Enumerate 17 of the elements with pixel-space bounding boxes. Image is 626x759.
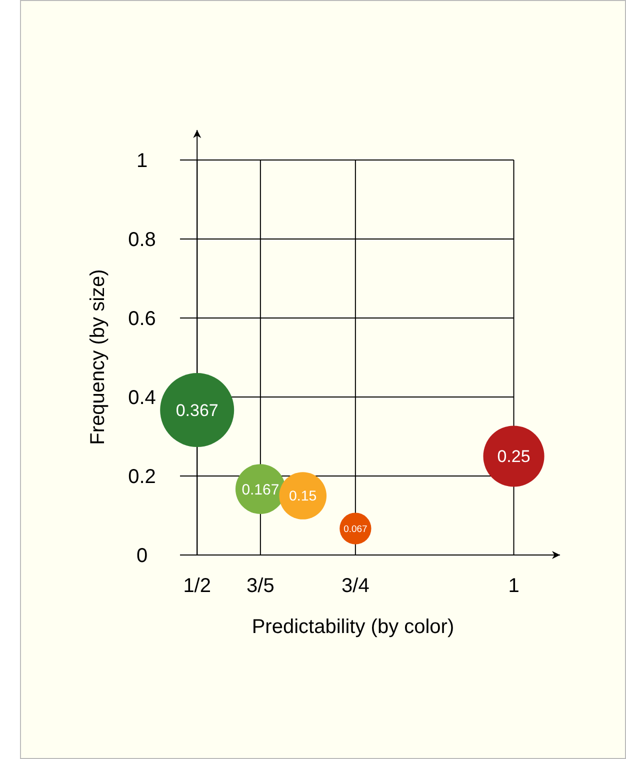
data-label: 0.25	[497, 447, 530, 466]
x-tick-label: 3/5	[246, 575, 274, 597]
y-tick-label: 0.6	[128, 308, 156, 330]
y-tick-label: 0.8	[128, 229, 156, 252]
data-label: 0.367	[176, 400, 218, 420]
y-tick-label: 0.2	[128, 466, 156, 488]
y-axis-title: Frequency (by size)	[87, 269, 109, 445]
x-tick-label: 1/2	[183, 575, 212, 597]
data-label: 0.167	[242, 481, 280, 498]
y-tick-label: 1	[136, 150, 148, 172]
data-label: 0.15	[289, 488, 317, 505]
y-tick-label: 0	[136, 545, 148, 567]
x-axis-title: Predictability (by color)	[252, 616, 454, 638]
x-tick-label: 3/4	[342, 575, 370, 597]
y-tick-label: 0.4	[128, 387, 156, 410]
x-tick-label: 1	[508, 575, 520, 597]
data-label: 0.067	[344, 524, 368, 535]
